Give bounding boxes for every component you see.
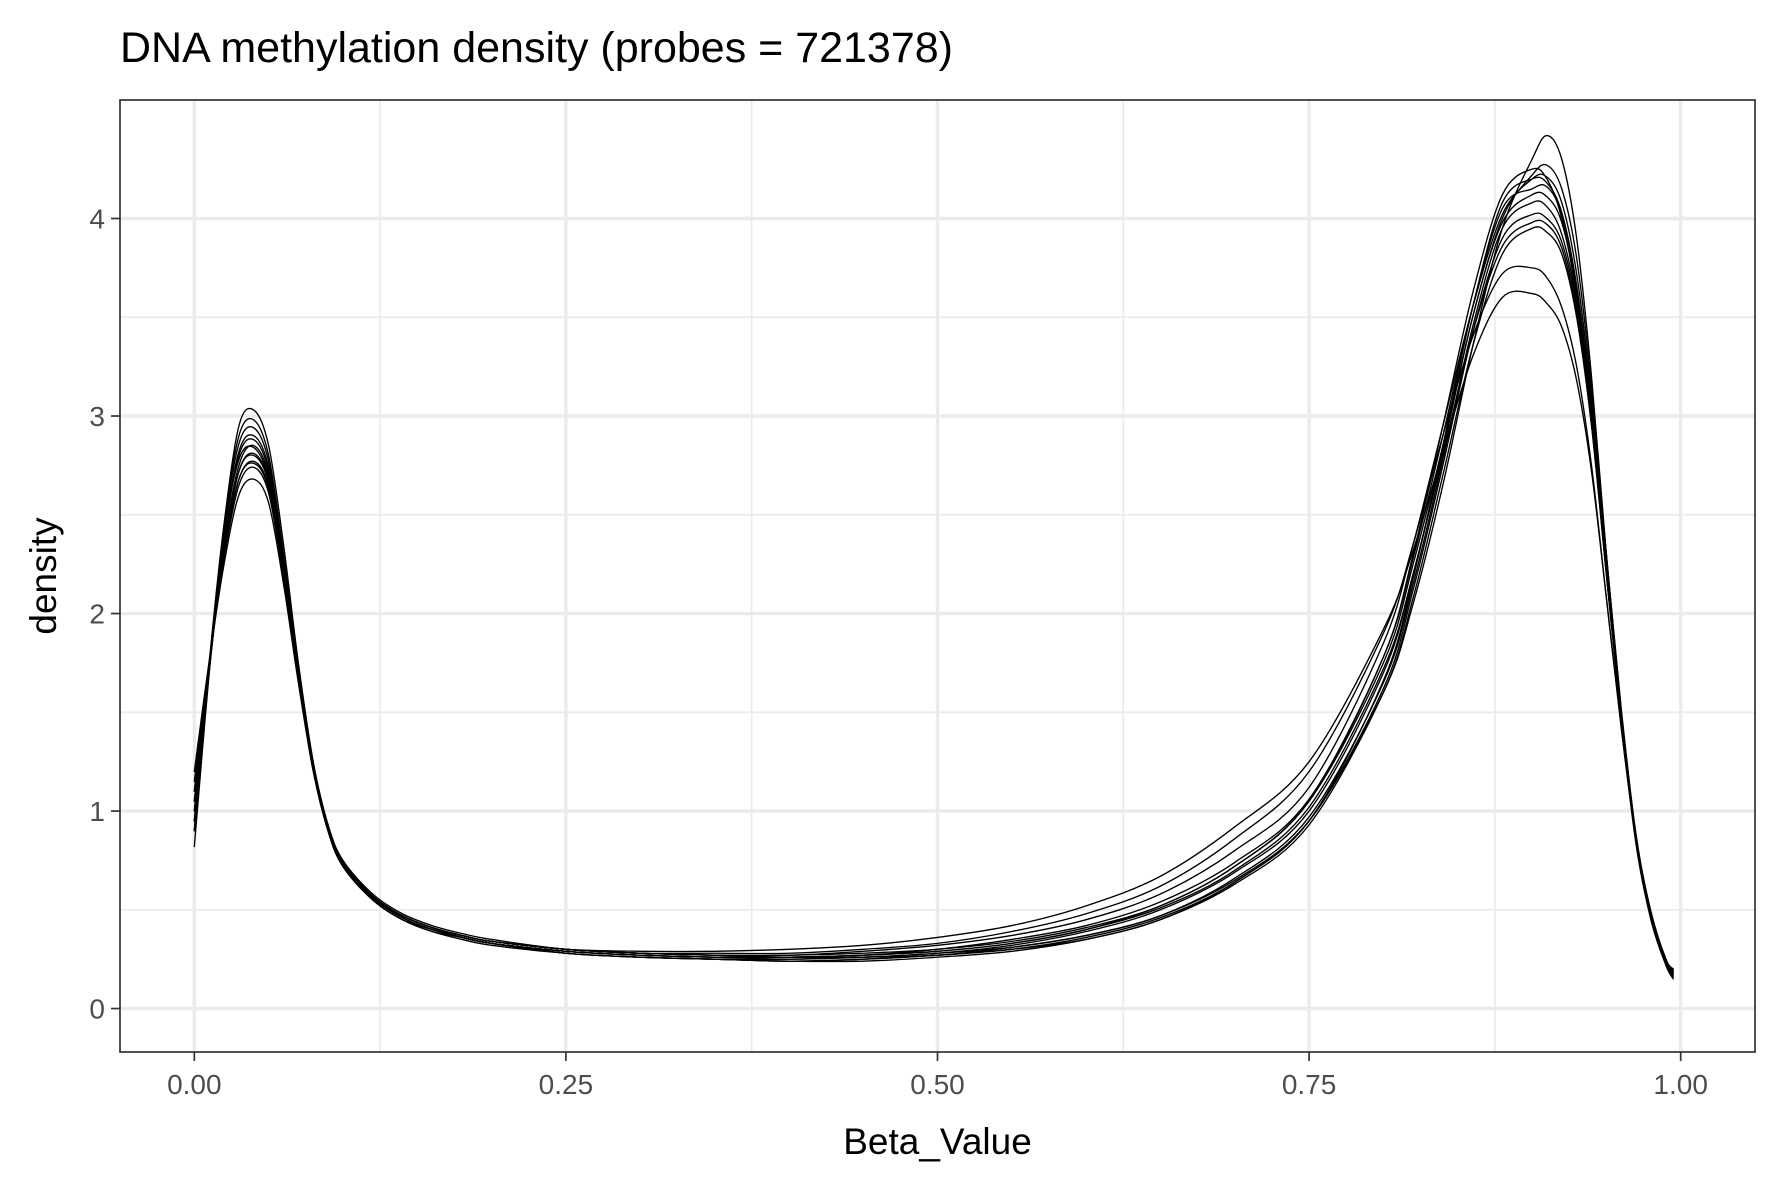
y-axis-ticks: 0 1 2 3 4 bbox=[89, 204, 120, 1025]
y-tick-label: 4 bbox=[89, 204, 105, 235]
density-curve-9 bbox=[193, 265, 1674, 972]
density-curve-11 bbox=[193, 167, 1674, 976]
density-curve-2 bbox=[193, 163, 1674, 978]
density-curve-12 bbox=[193, 219, 1674, 972]
x-tick-label: 1.00 bbox=[1653, 1069, 1708, 1100]
y-tick-label: 3 bbox=[89, 401, 105, 432]
x-axis-ticks: 0.00 0.25 0.50 0.75 1.00 bbox=[167, 1052, 1708, 1100]
y-tick-label: 1 bbox=[89, 796, 105, 827]
x-tick-label: 0.50 bbox=[910, 1069, 965, 1100]
y-axis-title: density bbox=[23, 517, 64, 635]
density-curve-4 bbox=[193, 184, 1674, 974]
chart-title: DNA methylation density (probes = 721378… bbox=[120, 24, 953, 72]
density-curve-7 bbox=[193, 212, 1674, 972]
x-tick-label: 0.25 bbox=[539, 1069, 594, 1100]
density-curve-13 bbox=[193, 176, 1674, 974]
x-tick-label: 0.75 bbox=[1282, 1069, 1337, 1100]
density-curves bbox=[193, 134, 1674, 980]
density-curve-3 bbox=[193, 173, 1674, 976]
x-tick-label: 0.00 bbox=[167, 1069, 222, 1100]
grid-lines bbox=[120, 100, 1755, 1052]
density-curve-1 bbox=[193, 134, 1674, 980]
density-curve-8 bbox=[193, 226, 1674, 970]
density-curve-5 bbox=[193, 191, 1674, 974]
x-axis-title: Beta_Value bbox=[843, 1121, 1032, 1162]
y-tick-label: 2 bbox=[89, 599, 105, 630]
y-tick-label: 0 bbox=[89, 994, 105, 1025]
